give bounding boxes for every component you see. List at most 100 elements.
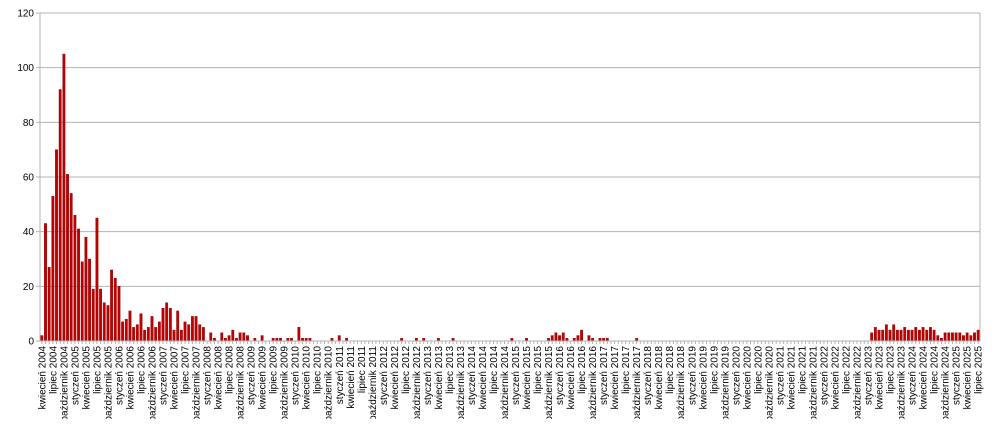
x-tick-label: kwiecień 2021: [786, 346, 797, 410]
x-tick-label: kwiecień 2019: [698, 346, 709, 410]
bar: [231, 329, 235, 342]
x-tick-label: październik 2023: [897, 346, 908, 419]
x-tick-label: lipiec 2005: [92, 346, 103, 394]
bar: [558, 335, 561, 342]
bar: [154, 327, 158, 342]
x-tick-label: kwiecień 2017: [610, 346, 621, 410]
bar: [176, 310, 180, 342]
bar: [143, 329, 147, 342]
x-tick-label: styczeń 2023: [864, 346, 875, 405]
bar: [69, 193, 73, 342]
x-tick-label: lipiec 2021: [797, 346, 808, 394]
x-tick-label: październik 2016: [588, 346, 599, 419]
bar: [580, 329, 584, 342]
x-tick-label: październik 2015: [544, 346, 555, 419]
bar: [135, 324, 139, 342]
bar: [906, 329, 910, 342]
x-tick-label: lipiec 2016: [577, 346, 588, 394]
y-tick-label: 60: [23, 173, 35, 184]
x-tick-label: kwiecień 2008: [214, 346, 225, 410]
x-tick-label: styczeń 2008: [203, 346, 214, 405]
x-tick-label: lipiec 2020: [753, 346, 764, 394]
x-tick-label: październik 2020: [764, 346, 775, 419]
bar: [77, 228, 80, 342]
x-tick-label: styczeń 2020: [731, 346, 742, 405]
bar: [892, 324, 896, 342]
x-tick-label: kwiecień 2022: [830, 346, 841, 410]
y-tick-label: 80: [23, 118, 35, 129]
bar: [190, 316, 194, 342]
bar: [132, 327, 136, 342]
x-tick-label: lipiec 2006: [136, 346, 147, 394]
x-tick-label: październik 2018: [676, 346, 687, 419]
bar: [973, 332, 976, 342]
bar: [576, 335, 580, 342]
bar: [918, 329, 921, 342]
bar: [40, 335, 44, 342]
bar: [113, 277, 117, 342]
x-tick-label: kwiecień 2016: [566, 346, 577, 410]
x-tick-label: kwiecień 2013: [434, 346, 445, 410]
x-tick-label: kwiecień 2004: [37, 346, 48, 410]
y-tick-label: 20: [23, 282, 35, 293]
x-tick-label: styczeń 2021: [775, 346, 786, 405]
y-tick-label: 40: [23, 227, 35, 238]
x-tick-label: styczeń 2015: [511, 346, 522, 405]
x-tick-label: kwiecień 2024: [919, 346, 930, 410]
x-tick-label: październik 2011: [368, 346, 379, 419]
bar: [183, 321, 187, 342]
bar: [172, 329, 176, 342]
x-tick-label: styczeń 2017: [599, 346, 610, 405]
bar: [220, 332, 224, 342]
bar: [209, 332, 213, 342]
y-tick-label: 100: [17, 63, 34, 74]
bar: [95, 217, 99, 342]
bar: [246, 335, 249, 342]
y-tick-label: 0: [28, 337, 34, 348]
gridlines: [40, 12, 980, 342]
x-tick-label: lipiec 2012: [401, 346, 412, 394]
bar: [99, 288, 102, 342]
bar: [932, 329, 936, 342]
bar: [965, 332, 969, 342]
bar: [168, 308, 172, 342]
x-tick-label: lipiec 2009: [269, 346, 280, 394]
x-tick-label: październik 2007: [192, 346, 203, 419]
bar: [554, 332, 558, 342]
bar: [881, 329, 885, 342]
bar: [187, 324, 191, 342]
y-axis-ticks: 0 20 40 60 80 100 120: [17, 9, 40, 348]
bar: [954, 332, 958, 342]
bar: [962, 335, 965, 342]
bar: [873, 327, 877, 342]
x-tick-label: lipiec 2018: [665, 346, 676, 394]
x-tick-label: lipiec 2004: [48, 346, 59, 394]
bar: [62, 53, 66, 342]
x-tick-label: październik 2012: [412, 346, 423, 419]
x-tick-label: październik 2024: [941, 346, 952, 419]
bar: [587, 335, 591, 342]
bar: [921, 327, 925, 342]
bar: [51, 195, 55, 342]
x-tick-label: kwiecień 2012: [390, 346, 401, 410]
bar: [227, 335, 231, 342]
x-tick-label: lipiec 2008: [225, 346, 236, 394]
x-tick-label: lipiec 2022: [841, 346, 852, 394]
bar: [201, 327, 205, 342]
bar: [194, 316, 198, 342]
bar: [925, 329, 929, 342]
bar: [947, 332, 951, 342]
bar: [337, 335, 341, 342]
x-tick-label: lipiec 2024: [930, 346, 941, 394]
x-tick-label: lipiec 2015: [533, 346, 544, 394]
x-tick-label: styczeń 2022: [819, 346, 830, 405]
x-tick-label: październik 2017: [632, 346, 643, 419]
x-tick-label: styczeń 2024: [908, 346, 919, 405]
bar: [561, 332, 565, 342]
x-tick-label: lipiec 2014: [489, 346, 500, 394]
bar: [106, 305, 110, 342]
x-tick-label: lipiec 2013: [445, 346, 456, 394]
x-tick-label: październik 2022: [852, 346, 863, 419]
bar: [47, 267, 51, 342]
bar: [550, 335, 554, 342]
